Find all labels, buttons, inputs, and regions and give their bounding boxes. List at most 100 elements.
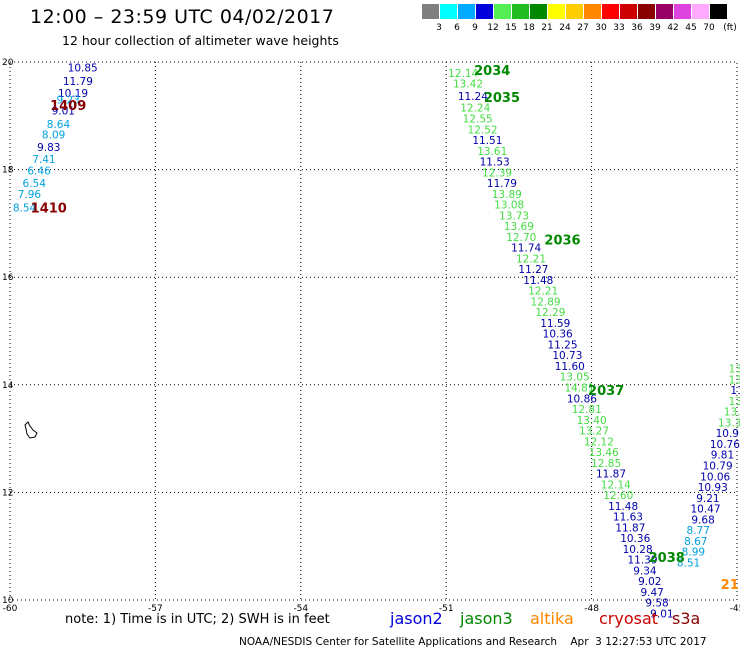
map-grid <box>9 61 738 601</box>
scale-label: 30 <box>595 23 607 33</box>
scale-label: 12 <box>487 23 499 33</box>
footer-note: note: 1) Time is in UTC; 2) SWH is in fe… <box>65 612 330 627</box>
wave-height-value: 11.60 <box>555 361 585 373</box>
wave-height-value: 13. <box>729 396 740 408</box>
lon-tick-label: -57 <box>148 604 163 614</box>
wave-height-value: 8.54 <box>13 202 37 214</box>
wave-height-value: 11.25 <box>547 339 577 351</box>
lon-tick-label: -60 <box>3 604 18 614</box>
satellite-jason2: jason2 <box>390 609 443 628</box>
wave-height-value: 12.21 <box>516 253 546 265</box>
wave-height-value: 13.3 <box>718 417 740 429</box>
scale-label: 33 <box>613 23 625 33</box>
wave-height-value: 10.28 <box>623 544 653 556</box>
scale-swatch <box>530 4 547 19</box>
wave-height-value: 8.77 <box>687 525 710 537</box>
wave-height-value: 9.34 <box>633 565 657 577</box>
wave-height-value: 8.67 <box>684 536 707 548</box>
wave-height-value: 11.79 <box>487 178 517 190</box>
scale-swatch <box>566 4 583 19</box>
wave-height-value: 11.24 <box>458 91 488 103</box>
wave-height-value: 9.02 <box>638 576 661 588</box>
wave-height-value: 8.09 <box>42 130 65 142</box>
wave-height-value: 10.47 <box>690 504 720 516</box>
wave-height-value: 13. <box>729 364 740 376</box>
pass-time-label: 1409 <box>50 99 86 114</box>
wave-height-value: 9.58 <box>645 598 668 610</box>
wave-height-value: 9.83 <box>37 142 60 154</box>
scale-label: 24 <box>559 23 571 33</box>
credit-line: NOAA/NESDIS Center for Satellite Applica… <box>239 636 707 648</box>
wave-height-value: 9.21 <box>696 493 719 505</box>
wave-height-value: 13.61 <box>477 146 507 158</box>
wave-height-value: 13.73 <box>499 210 529 222</box>
satellite-cryosat: cryosat <box>599 609 659 628</box>
time-labels: 2034 2035 2036 2037 2038 1409 1410 21 <box>31 64 739 593</box>
wave-height-value: 13.08 <box>494 200 524 212</box>
scale-swatch <box>548 4 565 19</box>
wave-height-value: 12.52 <box>468 124 498 136</box>
scale-label: 42 <box>667 23 679 33</box>
scale-swatch <box>458 4 475 19</box>
scale-label: 9 <box>472 23 478 33</box>
lat-tick-label: 14 <box>2 381 14 391</box>
pass-time-label: 2037 <box>588 384 624 399</box>
wave-height-value: 7.96 <box>18 189 42 201</box>
wave-height-value: 12.14 <box>448 68 478 80</box>
pass-time-label: 1410 <box>31 201 67 216</box>
scale-swatch <box>656 4 673 19</box>
wave-height-value: 10.79 <box>703 461 733 473</box>
wave-height-value: 9.47 <box>640 587 663 599</box>
scale-swatch <box>494 4 511 19</box>
wave-height-value: 9.01 <box>52 105 75 117</box>
wave-height-value: 11.39 <box>627 555 657 567</box>
lat-tick-label: 18 <box>2 166 14 176</box>
island-outline <box>24 421 38 439</box>
wave-height-value: 11 <box>730 385 740 397</box>
scale-label: 36 <box>631 23 643 33</box>
wave-height-value: 9.01 <box>650 608 673 620</box>
wave-height-value: 13.05 <box>560 372 590 384</box>
map-subtitle: 12 hour collection of altimeter wave hei… <box>62 33 339 48</box>
map-title: 12:00 – 23:59 UTC 04/02/2017 <box>30 6 335 28</box>
wave-height-value: 12.14 <box>601 479 631 491</box>
scale-swatch <box>422 4 439 19</box>
wave-height-value: 9.23 <box>56 95 79 107</box>
scale-swatch <box>476 4 493 19</box>
scale-label: 39 <box>649 23 661 33</box>
map-frame <box>9 61 738 601</box>
satellite-altika: altika <box>530 609 574 628</box>
scale-swatch <box>512 4 529 19</box>
satellite-jason3: jason3 <box>460 609 513 628</box>
wave-height-value: 13.89 <box>492 189 522 201</box>
pass-time-label: 2035 <box>484 91 520 106</box>
wave-height-value: 13.40 <box>577 415 607 427</box>
map-axes: -60 -57 -54 -51 -48 -45 10 12 14 16 18 20 <box>2 58 740 614</box>
scale-swatch <box>638 4 655 19</box>
wave-height-value: 11.48 <box>608 501 638 513</box>
wave-height-value: 11.87 <box>615 522 645 534</box>
wave-height-value: 10.85 <box>68 62 98 74</box>
scale-label: 27 <box>577 23 589 33</box>
lon-tick-label: -54 <box>293 604 308 614</box>
wave-height-value: 6.46 <box>27 166 51 178</box>
wave-height-value: 11.48 <box>523 275 553 287</box>
wave-height-value: 11.63 <box>613 512 643 524</box>
wave-height-value: 6.54 <box>23 178 47 190</box>
scale-swatch <box>674 4 691 19</box>
wave-height-value: 12.85 <box>591 458 621 470</box>
lon-tick-label: -45 <box>730 604 740 614</box>
wave-height-value: 12.21 <box>528 286 558 298</box>
scale-swatch <box>584 4 601 19</box>
wave-height-value: 11.51 <box>472 135 502 147</box>
wave-height-value: 13.27 <box>579 426 609 438</box>
wave-height-value: 8.51 <box>677 557 700 569</box>
wave-height-value: 12.81 <box>572 404 602 416</box>
wave-height-value: 11.79 <box>63 76 93 88</box>
scale-swatch <box>692 4 709 19</box>
scale-unit: (ft) <box>723 23 737 33</box>
scale-label: 15 <box>505 23 517 33</box>
wave-height-value: 10.19 <box>58 88 88 100</box>
wave-height-value: 12.12 <box>584 436 614 448</box>
